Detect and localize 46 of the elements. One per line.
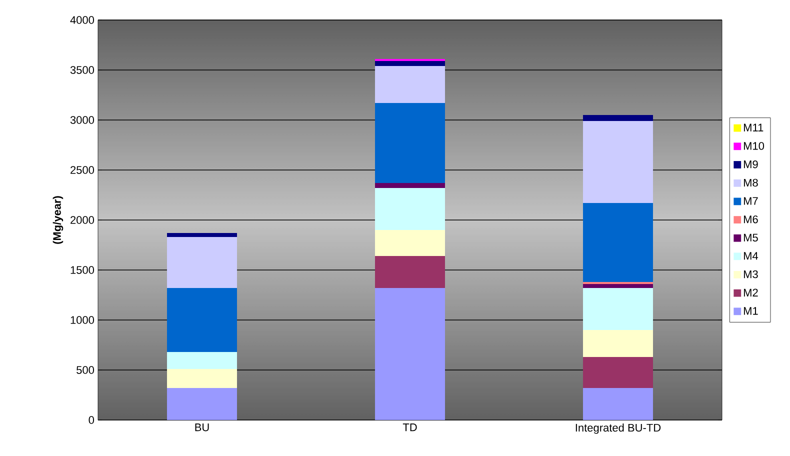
x-tick-label: Integrated BU-TD — [576, 424, 661, 434]
bar — [583, 330, 653, 357]
bar — [583, 288, 653, 330]
bar — [583, 357, 653, 388]
bar — [167, 233, 237, 237]
y-tick-label: 500 — [76, 366, 94, 374]
bar — [375, 66, 445, 103]
legend-label: M6 — [744, 215, 758, 224]
bar — [375, 230, 445, 256]
legend-label: M3 — [744, 270, 758, 278]
bar — [583, 115, 653, 121]
bar — [167, 369, 237, 388]
y-tick-label: 1000 — [70, 316, 94, 324]
y-tick-label: 4000 — [70, 16, 94, 24]
legend-label: M5 — [744, 234, 758, 242]
bar — [167, 388, 237, 420]
bar — [167, 237, 237, 288]
y-tick-label: 0 — [88, 416, 94, 424]
legend-label: M10 — [744, 142, 764, 150]
bar — [167, 288, 237, 352]
y-tick-label: 2500 — [70, 166, 94, 174]
bar — [583, 284, 653, 288]
legend-label: M9 — [744, 160, 758, 168]
x-tick-label: BU — [195, 424, 209, 432]
bar — [375, 183, 445, 188]
legend-label: M8 — [744, 178, 758, 187]
bar — [583, 203, 653, 282]
bar — [167, 352, 237, 369]
y-tick-label: 3500 — [70, 66, 94, 74]
legend-label: M11 — [744, 124, 764, 132]
legend-label: M4 — [744, 252, 758, 260]
bar — [375, 103, 445, 183]
y-axis-title: (Mg/year) — [52, 196, 64, 244]
y-tick-label: 2000 — [70, 216, 94, 224]
legend-label: M2 — [744, 288, 758, 296]
bar — [375, 288, 445, 420]
bar — [583, 121, 653, 203]
y-tick-label: 1500 — [70, 266, 94, 274]
x-tick-label: TD — [402, 424, 417, 432]
legend-label: M7 — [744, 197, 758, 205]
bar — [375, 256, 445, 288]
y-tick-label: 3000 — [70, 116, 94, 124]
bar — [375, 61, 445, 66]
bar — [375, 188, 445, 230]
bar — [583, 388, 653, 420]
legend-label: M1 — [744, 307, 758, 315]
